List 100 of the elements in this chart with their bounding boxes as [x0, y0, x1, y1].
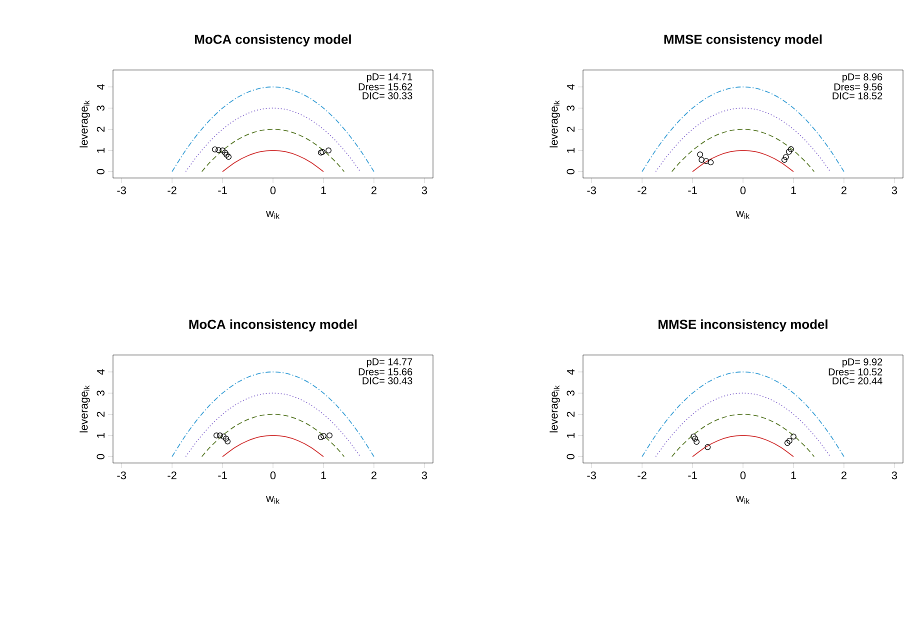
y-tick-label: 4 — [96, 84, 104, 90]
x-tick-label: -3 — [587, 186, 596, 194]
y-tick-label: 0 — [566, 454, 574, 460]
y-tick-label: 3 — [96, 390, 104, 396]
x-tick-label: -2 — [168, 186, 176, 194]
point — [222, 150, 228, 156]
y-tick-label: 1 — [566, 432, 574, 438]
annotation: pD= 9.92 — [842, 358, 882, 368]
point — [692, 436, 698, 442]
x-tick-label: 3 — [892, 186, 897, 194]
x-tick-label: -1 — [688, 186, 697, 194]
point — [216, 147, 222, 153]
point — [226, 154, 232, 160]
line-series — [671, 128, 815, 172]
y-axis-title: leverage$_{ik}$ — [550, 100, 560, 148]
y-axis-title: leverage$_{ik}$ — [550, 385, 560, 432]
x-axis-title: w$_{ik}$ — [266, 496, 280, 504]
point — [782, 154, 789, 160]
point — [708, 159, 714, 166]
y-tick-label: 3 — [566, 106, 574, 111]
x-tick-label: 3 — [422, 186, 427, 194]
line-series — [222, 435, 324, 458]
y-tick-label: 4 — [566, 84, 574, 90]
annotation: DIC= 30.43 — [362, 377, 412, 384]
y-tick-label: 0 — [566, 169, 574, 174]
x-tick-label: -2 — [638, 186, 646, 194]
x-tick-label: -3 — [117, 186, 126, 194]
y-tick-label: 4 — [96, 369, 104, 375]
point — [786, 438, 792, 444]
x-tick-label: 0 — [270, 472, 276, 480]
x-tick-label: 2 — [371, 186, 376, 194]
point — [697, 152, 704, 158]
point — [698, 156, 705, 163]
line-series — [185, 392, 361, 458]
point — [690, 434, 696, 440]
line-series — [201, 128, 345, 172]
y-tick-label: 1 — [566, 148, 574, 153]
annotation: pD= 8.96 — [842, 73, 882, 82]
x-tick-label: 3 — [892, 472, 897, 480]
y-tick-label: 0 — [96, 169, 104, 174]
point — [788, 146, 794, 152]
x-tick-label: 1 — [791, 186, 796, 194]
x-tick-label: 2 — [841, 472, 846, 480]
y-tick-label: 2 — [96, 126, 104, 132]
x-tick-label: 2 — [841, 186, 846, 194]
x-tick-label: -2 — [168, 472, 176, 480]
x-axis-title: w$_{ik}$ — [736, 211, 750, 219]
y-tick-label: 1 — [96, 432, 104, 438]
point — [212, 146, 218, 152]
x-tick-label: 1 — [321, 186, 326, 194]
point — [326, 148, 332, 154]
annotation: pD= 14.71 — [366, 73, 412, 82]
chart-title: MoCA inconsistency model — [189, 319, 357, 332]
y-tick-label: 0 — [96, 454, 104, 460]
annotation: Dres= 10.52 — [828, 368, 882, 376]
line-series — [671, 414, 815, 458]
point — [704, 444, 711, 450]
annotation: DIC= 18.52 — [832, 92, 882, 100]
y-tick-label: 3 — [96, 106, 104, 111]
y-tick-label: 3 — [566, 390, 574, 396]
line-series — [655, 392, 831, 458]
x-tick-label: -3 — [587, 472, 596, 480]
point — [220, 148, 226, 154]
annotation: Dres= 15.66 — [358, 368, 412, 376]
annotation: Dres= 9.56 — [834, 83, 882, 90]
x-axis-title: w$_{ik}$ — [736, 496, 750, 504]
point — [694, 438, 700, 445]
y-axis-title: leverage$_{ik}$ — [80, 100, 90, 148]
point — [224, 152, 230, 158]
y-tick-label: 2 — [96, 412, 104, 417]
line-series — [692, 435, 794, 458]
x-tick-label: 1 — [321, 472, 326, 480]
x-tick-label: 1 — [791, 472, 796, 480]
x-tick-label: -3 — [117, 472, 126, 480]
x-tick-label: -1 — [688, 472, 697, 480]
chart-title: MMSE inconsistency model — [658, 319, 828, 332]
x-tick-label: -1 — [218, 186, 227, 194]
line-series — [692, 150, 794, 172]
line-series — [185, 108, 361, 172]
point — [790, 434, 796, 440]
chart-title: MMSE consistency model — [664, 34, 822, 46]
x-tick-label: -1 — [218, 472, 227, 480]
line-series — [655, 108, 831, 172]
line-series — [222, 150, 324, 172]
x-tick-label: -2 — [638, 472, 646, 480]
x-axis-title: w$_{ik}$ — [266, 211, 280, 219]
chart-title: MoCA consistency model — [195, 34, 351, 46]
x-tick-label: 0 — [740, 186, 746, 194]
y-tick-label: 2 — [566, 126, 574, 132]
annotation: DIC= 30.33 — [362, 92, 412, 100]
y-tick-label: 1 — [96, 148, 104, 153]
point — [784, 440, 790, 446]
annotation: DIC= 20.44 — [832, 377, 882, 384]
annotation: Dres= 15.62 — [358, 83, 412, 90]
x-tick-label: 0 — [740, 472, 746, 480]
y-tick-label: 2 — [566, 412, 574, 417]
point — [781, 156, 788, 163]
y-axis-title: leverage$_{ik}$ — [80, 385, 90, 432]
x-tick-label: 0 — [270, 186, 276, 194]
x-tick-label: 2 — [371, 472, 376, 480]
